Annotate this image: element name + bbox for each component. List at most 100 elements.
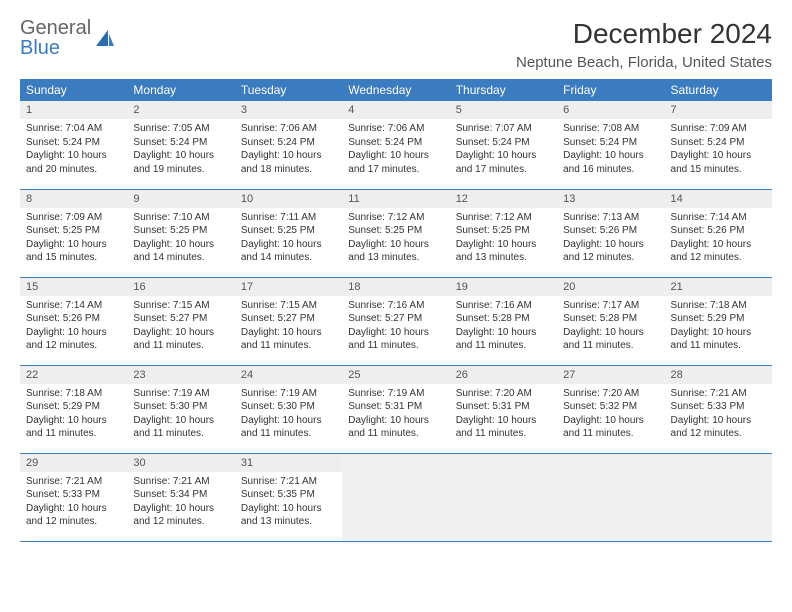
calendar-day: 2Sunrise: 7:05 AMSunset: 5:24 PMDaylight…: [127, 101, 234, 189]
day-info: Sunrise: 7:15 AMSunset: 5:27 PMDaylight:…: [127, 296, 234, 357]
day-info: Sunrise: 7:04 AMSunset: 5:24 PMDaylight:…: [20, 119, 127, 180]
sunset-line: Sunset: 5:27 PM: [348, 312, 443, 326]
daylight-line: Daylight: 10 hours and 11 minutes.: [671, 326, 766, 353]
sunset-line: Sunset: 5:27 PM: [133, 312, 228, 326]
sunrise-line: Sunrise: 7:09 AM: [26, 211, 121, 225]
day-number: 31: [235, 454, 342, 472]
sunrise-line: Sunrise: 7:11 AM: [241, 211, 336, 225]
daylight-line: Daylight: 10 hours and 12 minutes.: [26, 326, 121, 353]
calendar-empty: [665, 453, 772, 541]
calendar-day: 8Sunrise: 7:09 AMSunset: 5:25 PMDaylight…: [20, 189, 127, 277]
calendar-day: 3Sunrise: 7:06 AMSunset: 5:24 PMDaylight…: [235, 101, 342, 189]
day-number: 29: [20, 454, 127, 472]
day-number: 6: [557, 101, 664, 119]
day-number: 7: [665, 101, 772, 119]
sunrise-line: Sunrise: 7:05 AM: [133, 122, 228, 136]
sunrise-line: Sunrise: 7:08 AM: [563, 122, 658, 136]
daylight-line: Daylight: 10 hours and 12 minutes.: [133, 502, 228, 529]
day-info: Sunrise: 7:19 AMSunset: 5:30 PMDaylight:…: [235, 384, 342, 445]
day-info: Sunrise: 7:14 AMSunset: 5:26 PMDaylight:…: [665, 208, 772, 269]
sunset-line: Sunset: 5:24 PM: [348, 136, 443, 150]
day-number: 28: [665, 366, 772, 384]
daylight-line: Daylight: 10 hours and 11 minutes.: [133, 326, 228, 353]
logo-sail-icon: [94, 28, 116, 48]
sunrise-line: Sunrise: 7:07 AM: [456, 122, 551, 136]
weekday-header: Friday: [557, 79, 664, 101]
daylight-line: Daylight: 10 hours and 11 minutes.: [133, 414, 228, 441]
daylight-line: Daylight: 10 hours and 14 minutes.: [241, 238, 336, 265]
daylight-line: Daylight: 10 hours and 17 minutes.: [348, 149, 443, 176]
calendar-day: 21Sunrise: 7:18 AMSunset: 5:29 PMDayligh…: [665, 277, 772, 365]
sunset-line: Sunset: 5:30 PM: [133, 400, 228, 414]
weekday-header: Sunday: [20, 79, 127, 101]
day-number: 10: [235, 190, 342, 208]
day-info: Sunrise: 7:06 AMSunset: 5:24 PMDaylight:…: [342, 119, 449, 180]
day-info: Sunrise: 7:09 AMSunset: 5:25 PMDaylight:…: [20, 208, 127, 269]
day-number: 1: [20, 101, 127, 119]
calendar-day: 29Sunrise: 7:21 AMSunset: 5:33 PMDayligh…: [20, 453, 127, 541]
daylight-line: Daylight: 10 hours and 20 minutes.: [26, 149, 121, 176]
calendar-row: 15Sunrise: 7:14 AMSunset: 5:26 PMDayligh…: [20, 277, 772, 365]
daylight-line: Daylight: 10 hours and 11 minutes.: [26, 414, 121, 441]
calendar-day: 20Sunrise: 7:17 AMSunset: 5:28 PMDayligh…: [557, 277, 664, 365]
day-number: 26: [450, 366, 557, 384]
weekday-header: Monday: [127, 79, 234, 101]
sunrise-line: Sunrise: 7:17 AM: [563, 299, 658, 313]
sunset-line: Sunset: 5:25 PM: [456, 224, 551, 238]
sunset-line: Sunset: 5:29 PM: [671, 312, 766, 326]
day-info: Sunrise: 7:10 AMSunset: 5:25 PMDaylight:…: [127, 208, 234, 269]
day-info: Sunrise: 7:05 AMSunset: 5:24 PMDaylight:…: [127, 119, 234, 180]
calendar-day: 10Sunrise: 7:11 AMSunset: 5:25 PMDayligh…: [235, 189, 342, 277]
day-number: 11: [342, 190, 449, 208]
day-info: Sunrise: 7:08 AMSunset: 5:24 PMDaylight:…: [557, 119, 664, 180]
calendar-empty: [342, 453, 449, 541]
day-number: 23: [127, 366, 234, 384]
calendar-day: 22Sunrise: 7:18 AMSunset: 5:29 PMDayligh…: [20, 365, 127, 453]
day-info: Sunrise: 7:21 AMSunset: 5:33 PMDaylight:…: [665, 384, 772, 445]
weekday-header: Thursday: [450, 79, 557, 101]
sunrise-line: Sunrise: 7:18 AM: [671, 299, 766, 313]
calendar-day: 6Sunrise: 7:08 AMSunset: 5:24 PMDaylight…: [557, 101, 664, 189]
day-info: Sunrise: 7:07 AMSunset: 5:24 PMDaylight:…: [450, 119, 557, 180]
day-info: Sunrise: 7:21 AMSunset: 5:33 PMDaylight:…: [20, 472, 127, 533]
day-info: Sunrise: 7:21 AMSunset: 5:35 PMDaylight:…: [235, 472, 342, 533]
calendar-body: 1Sunrise: 7:04 AMSunset: 5:24 PMDaylight…: [20, 101, 772, 541]
logo-text-2: Blue: [20, 37, 60, 59]
calendar-day: 5Sunrise: 7:07 AMSunset: 5:24 PMDaylight…: [450, 101, 557, 189]
sunset-line: Sunset: 5:32 PM: [563, 400, 658, 414]
day-info: Sunrise: 7:19 AMSunset: 5:31 PMDaylight:…: [342, 384, 449, 445]
day-number: 14: [665, 190, 772, 208]
sunrise-line: Sunrise: 7:15 AM: [133, 299, 228, 313]
calendar-day: 13Sunrise: 7:13 AMSunset: 5:26 PMDayligh…: [557, 189, 664, 277]
daylight-line: Daylight: 10 hours and 13 minutes.: [241, 502, 336, 529]
daylight-line: Daylight: 10 hours and 17 minutes.: [456, 149, 551, 176]
sunset-line: Sunset: 5:24 PM: [241, 136, 336, 150]
daylight-line: Daylight: 10 hours and 11 minutes.: [456, 414, 551, 441]
month-title: December 2024: [516, 18, 772, 50]
day-number: 22: [20, 366, 127, 384]
day-number: 18: [342, 278, 449, 296]
calendar-day: 1Sunrise: 7:04 AMSunset: 5:24 PMDaylight…: [20, 101, 127, 189]
location: Neptune Beach, Florida, United States: [516, 54, 772, 71]
sunrise-line: Sunrise: 7:09 AM: [671, 122, 766, 136]
calendar-day: 14Sunrise: 7:14 AMSunset: 5:26 PMDayligh…: [665, 189, 772, 277]
sunset-line: Sunset: 5:28 PM: [563, 312, 658, 326]
sunset-line: Sunset: 5:34 PM: [133, 488, 228, 502]
daylight-line: Daylight: 10 hours and 12 minutes.: [563, 238, 658, 265]
day-info: Sunrise: 7:14 AMSunset: 5:26 PMDaylight:…: [20, 296, 127, 357]
sunrise-line: Sunrise: 7:21 AM: [241, 475, 336, 489]
calendar-day: 23Sunrise: 7:19 AMSunset: 5:30 PMDayligh…: [127, 365, 234, 453]
calendar-empty: [557, 453, 664, 541]
day-number: 24: [235, 366, 342, 384]
day-number: 13: [557, 190, 664, 208]
sunrise-line: Sunrise: 7:14 AM: [671, 211, 766, 225]
daylight-line: Daylight: 10 hours and 14 minutes.: [133, 238, 228, 265]
daylight-line: Daylight: 10 hours and 16 minutes.: [563, 149, 658, 176]
daylight-line: Daylight: 10 hours and 11 minutes.: [456, 326, 551, 353]
day-info: Sunrise: 7:16 AMSunset: 5:27 PMDaylight:…: [342, 296, 449, 357]
day-info: Sunrise: 7:19 AMSunset: 5:30 PMDaylight:…: [127, 384, 234, 445]
calendar-day: 30Sunrise: 7:21 AMSunset: 5:34 PMDayligh…: [127, 453, 234, 541]
day-number: 8: [20, 190, 127, 208]
sunset-line: Sunset: 5:33 PM: [671, 400, 766, 414]
sunrise-line: Sunrise: 7:12 AM: [456, 211, 551, 225]
